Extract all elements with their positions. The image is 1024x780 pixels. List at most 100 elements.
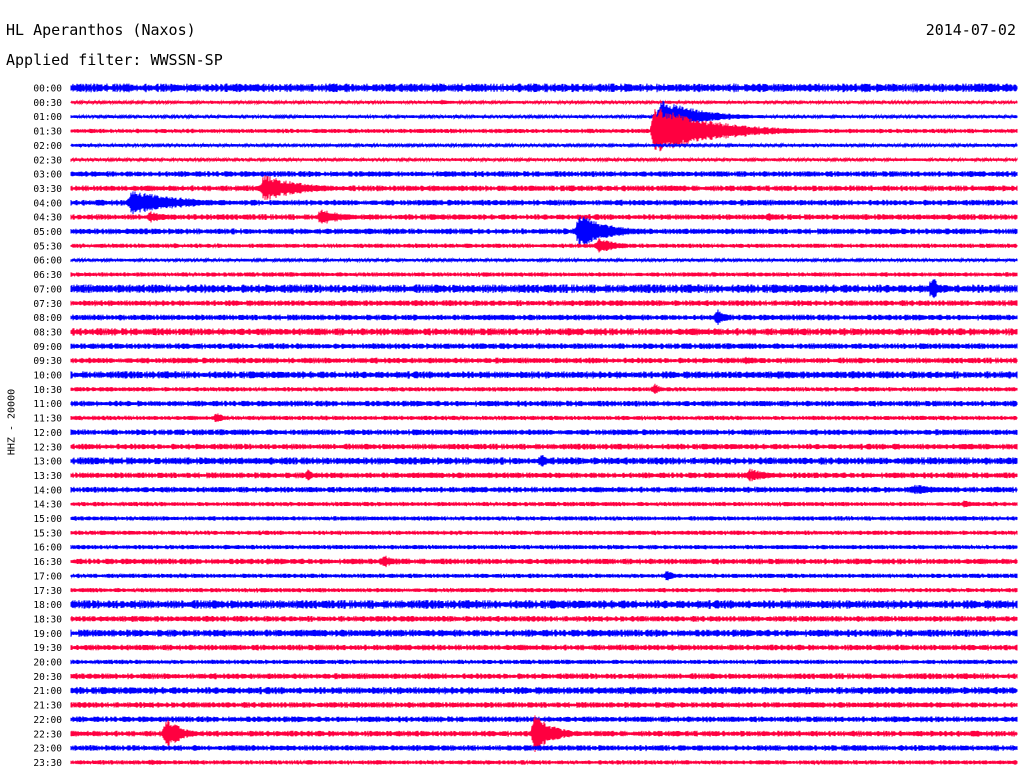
- trace-row-1400: [70, 484, 1018, 495]
- time-tick-label: 09:00: [33, 342, 62, 353]
- trace-row-0230: [70, 156, 1018, 163]
- time-tick-label: 03:00: [33, 170, 62, 181]
- trace-row-1030: [70, 383, 1018, 395]
- trace-row-0530: [70, 238, 1018, 253]
- time-tick-label: 22:30: [33, 729, 62, 740]
- time-tick-label: 09:30: [33, 356, 62, 367]
- trace-row-1230: [70, 443, 1018, 450]
- time-tick-label: 20:00: [33, 658, 62, 669]
- trace-row-0600: [70, 256, 1018, 264]
- trace-row-1800: [70, 600, 1018, 610]
- trace-row-1130: [70, 413, 1018, 423]
- trace-row-1330: [70, 468, 1018, 482]
- trace-row-0930: [70, 356, 1018, 365]
- trace-row-1300: [70, 455, 1018, 467]
- trace-row-2100: [70, 686, 1018, 695]
- filter-label: Applied filter: WWSSN-SP: [6, 51, 223, 69]
- trace-row-0100: [70, 100, 1018, 131]
- trace-row-0730: [70, 300, 1018, 307]
- trace-row-1900: [70, 629, 1018, 637]
- trace-row-1500: [70, 515, 1018, 522]
- trace-row-1630: [70, 555, 1018, 568]
- time-tick-label: 07:30: [33, 299, 62, 310]
- time-tick-label: 15:00: [33, 514, 62, 525]
- time-tick-label: 13:30: [33, 471, 62, 482]
- trace-row-1600: [70, 544, 1018, 551]
- trace-row-0000: [70, 83, 1018, 93]
- trace-row-2230: [70, 715, 1018, 753]
- time-tick-label: 01:30: [33, 127, 62, 138]
- trace-row-1100: [70, 400, 1018, 407]
- time-tick-label: 12:00: [33, 428, 62, 439]
- time-tick-label: 10:30: [33, 385, 62, 396]
- time-tick-label: 06:30: [33, 270, 62, 281]
- time-tick-label: 19:00: [33, 629, 62, 640]
- time-tick-label: 00:30: [33, 98, 62, 109]
- time-tick-label: 06:00: [33, 256, 62, 267]
- trace-row-2030: [70, 673, 1018, 680]
- time-tick-label: 04:30: [33, 213, 62, 224]
- time-tick-label: 02:30: [33, 155, 62, 166]
- time-tick-label: 14:00: [33, 485, 62, 496]
- time-tick-label: 22:00: [33, 715, 62, 726]
- trace-row-0500: [70, 216, 1018, 245]
- time-tick-label: 07:00: [33, 284, 62, 295]
- time-tick-label: 23:30: [33, 758, 62, 769]
- trace-row-0830: [70, 328, 1018, 336]
- trace-row-1700: [70, 571, 1018, 581]
- trace-row-0700: [70, 279, 1018, 299]
- time-tick-label: 16:30: [33, 557, 62, 568]
- time-tick-label: 23:00: [33, 744, 62, 755]
- time-tick-label: 04:00: [33, 198, 62, 209]
- trace-row-1530: [70, 529, 1018, 536]
- trace-row-2000: [70, 658, 1018, 665]
- time-tick-label: 17:00: [33, 571, 62, 582]
- time-tick-label: 11:30: [33, 414, 62, 425]
- time-tick-label: 17:30: [33, 586, 62, 597]
- time-tick-label: 18:00: [33, 600, 62, 611]
- time-tick-label: 05:00: [33, 227, 62, 238]
- trace-row-0030: [70, 99, 1018, 106]
- time-tick-label: 05:30: [33, 241, 62, 252]
- time-tick-label: 15:30: [33, 528, 62, 539]
- time-tick-label: 01:00: [33, 112, 62, 123]
- trace-row-0330: [70, 175, 1018, 200]
- time-tick-label: 18:30: [33, 614, 62, 625]
- trace-row-2330: [70, 759, 1018, 766]
- trace-row-0300: [70, 170, 1018, 178]
- time-tick-label: 02:00: [33, 141, 62, 152]
- trace-row-1430: [70, 500, 1018, 508]
- time-tick-label: 12:30: [33, 442, 62, 453]
- date-label: 2014-07-02: [925, 21, 1016, 39]
- trace-row-0430: [70, 209, 1018, 224]
- time-tick-label: 13:00: [33, 457, 62, 468]
- station-title: HL Aperanthos (Naxos): [6, 21, 196, 39]
- time-tick-label: 08:00: [33, 313, 62, 324]
- trace-row-1930: [70, 644, 1018, 651]
- trace-row-0130: [70, 108, 1018, 152]
- trace-row-2130: [70, 701, 1018, 709]
- trace-row-1730: [70, 587, 1018, 594]
- trace-row-0400: [70, 191, 1018, 215]
- time-tick-label: 16:00: [33, 543, 62, 554]
- trace-row-0900: [70, 343, 1018, 350]
- trace-row-1200: [70, 429, 1018, 436]
- time-tick-label: 19:30: [33, 643, 62, 654]
- trace-row-2300: [70, 744, 1018, 752]
- trace-row-2200: [70, 716, 1018, 723]
- trace-row-0630: [70, 271, 1018, 278]
- time-tick-label: 11:00: [33, 399, 62, 410]
- time-tick-label: 10:00: [33, 371, 62, 382]
- time-tick-label: 20:30: [33, 672, 62, 683]
- trace-row-0800: [70, 309, 1018, 325]
- trace-row-1830: [70, 615, 1018, 623]
- time-tick-label: 03:30: [33, 184, 62, 195]
- time-tick-label: 21:00: [33, 686, 62, 697]
- time-tick-label: 00:00: [33, 84, 62, 95]
- time-tick-label: 14:30: [33, 500, 62, 511]
- trace-row-1000: [70, 371, 1018, 379]
- time-tick-label: 21:30: [33, 701, 62, 712]
- time-tick-label: 08:30: [33, 327, 62, 338]
